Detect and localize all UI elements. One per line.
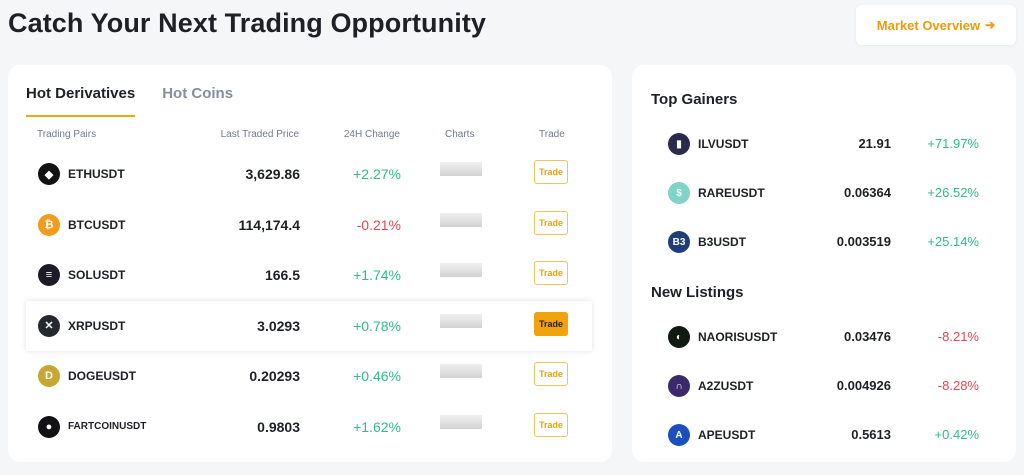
tab-hot-coins[interactable]: Hot Coins xyxy=(162,85,234,102)
change-24h: -8.28% xyxy=(937,378,979,393)
pair-name[interactable]: SOLUSDT xyxy=(68,268,126,282)
pair-name[interactable]: DOGEUSDT xyxy=(68,369,137,383)
listing-row[interactable]: ∩ A2ZUSDT 0.004926 -8.28% xyxy=(668,373,981,399)
a2z-icon: ∩ xyxy=(668,375,690,397)
gainer-row[interactable]: ▮ ILVUSDT 21.91 +71.97% xyxy=(668,131,981,157)
gainer-row[interactable]: B3 B3USDT 0.003519 +25.14% xyxy=(668,229,981,255)
change-24h: -0.21% xyxy=(356,216,401,233)
last-price: 3.0293 xyxy=(257,317,300,334)
illuvium-icon: ▮ xyxy=(668,133,690,155)
solana-icon: ≡ xyxy=(38,264,60,286)
pair-name: B3USDT xyxy=(698,235,747,249)
change-24h: +26.52% xyxy=(927,185,979,200)
dogecoin-icon: D xyxy=(38,365,60,387)
last-price: 0.20293 xyxy=(249,368,300,384)
listing-row[interactable]: A APEUSDT 0.5613 +0.42% xyxy=(668,422,981,448)
last-price: 0.06364 xyxy=(844,185,891,200)
market-overview-label: Market Overview xyxy=(876,17,981,33)
change-24h: +2.27% xyxy=(353,166,401,182)
apecoin-icon: A xyxy=(668,424,690,446)
last-price: 0.03476 xyxy=(844,329,891,344)
change-24h: -8.21% xyxy=(937,329,979,344)
col-trade: Trade xyxy=(539,129,565,140)
trade-button[interactable]: Trade xyxy=(534,362,568,386)
trade-button[interactable]: Trade xyxy=(534,210,568,235)
pair-name[interactable]: BTCUSDT xyxy=(68,217,126,232)
top-gainers-title: Top Gainers xyxy=(651,91,738,108)
pair-name: A2ZUSDT xyxy=(698,379,754,393)
ethereum-icon: ◆ xyxy=(38,163,60,185)
change-24h: +0.42% xyxy=(934,427,979,442)
change-24h: +0.78% xyxy=(353,317,401,334)
trade-button[interactable]: Trade xyxy=(534,160,568,184)
page-title: Catch Your Next Trading Opportunity xyxy=(8,8,487,38)
arrow-right-icon: ➔ xyxy=(985,18,996,32)
last-price: 0.9803 xyxy=(257,418,300,435)
pair-name: NAORISUSDT xyxy=(698,330,778,344)
market-row[interactable]: ₿ BTCUSDT 114,174.4 -0.21% Trade xyxy=(26,200,592,250)
tab-hot-derivatives[interactable]: Hot Derivatives xyxy=(26,85,136,117)
pair-name: RAREUSDT xyxy=(698,186,765,200)
last-price: 0.003519 xyxy=(836,234,891,249)
change-24h: +25.14% xyxy=(927,234,979,249)
listing-row[interactable]: ◐ NAORISUSDT 0.03476 -8.21% xyxy=(668,324,981,350)
rare-icon: $ xyxy=(668,182,690,204)
bitcoin-icon: ₿ xyxy=(38,213,60,236)
col-charts: Charts xyxy=(445,129,475,140)
trade-button[interactable]: Trade xyxy=(534,311,568,336)
sparkline-chart[interactable] xyxy=(440,162,482,176)
col-24h-change: 24H Change xyxy=(343,129,400,140)
col-trading-pairs: Trading Pairs xyxy=(37,129,97,140)
trade-button[interactable]: Trade xyxy=(534,261,568,285)
market-row[interactable]: ≡ SOLUSDT 166.5 +1.74% Trade xyxy=(26,250,592,300)
change-24h: +71.97% xyxy=(927,136,979,151)
sparkline-chart[interactable] xyxy=(440,263,482,277)
change-24h: +1.62% xyxy=(353,418,401,435)
change-24h: +1.74% xyxy=(353,267,401,283)
sparkline-chart[interactable] xyxy=(440,414,482,429)
sparkline-chart[interactable] xyxy=(440,313,482,328)
gainer-row[interactable]: $ RAREUSDT 0.06364 +26.52% xyxy=(668,180,981,206)
col-last-price: Last Traded Price xyxy=(220,129,299,140)
last-price: 0.004926 xyxy=(836,378,891,393)
market-overview-button[interactable]: Market Overview ➔ xyxy=(856,5,1016,45)
market-row[interactable]: ● FARTCOINUSDT 0.9803 +1.62% Trade xyxy=(26,402,592,452)
trade-button[interactable]: Trade xyxy=(534,412,568,437)
pair-name[interactable]: ETHUSDT xyxy=(68,167,125,181)
pair-name: ILVUSDT xyxy=(698,137,749,151)
xrp-icon: ✕ xyxy=(38,314,60,337)
markets-card: Hot Derivatives Hot Coins Trading Pairs … xyxy=(8,65,612,462)
fartcoin-icon: ● xyxy=(38,415,60,438)
last-price: 3,629.86 xyxy=(245,166,301,182)
market-row[interactable]: ✕ XRPUSDT 3.0293 +0.78% Trade xyxy=(26,300,592,351)
b3-icon: B3 xyxy=(668,231,690,253)
change-24h: +0.46% xyxy=(353,368,401,384)
markets-tabs: Hot Derivatives Hot Coins xyxy=(26,85,233,117)
movers-card: Top Gainers ▮ ILVUSDT 21.91 +71.97% $ RAREUSD… xyxy=(632,65,1016,462)
new-listings-title: New Listings xyxy=(651,284,744,301)
sparkline-chart[interactable] xyxy=(440,364,482,378)
pair-name[interactable]: FARTCOINUSDT xyxy=(68,420,147,432)
pair-name: APEUSDT xyxy=(698,428,756,442)
sparkline-chart[interactable] xyxy=(440,212,482,227)
naoris-icon: ◐ xyxy=(668,326,690,348)
pair-name[interactable]: XRPUSDT xyxy=(68,318,126,333)
market-row[interactable]: D DOGEUSDT 0.20293 +0.46% Trade xyxy=(26,351,592,401)
last-price: 0.5613 xyxy=(851,427,891,442)
last-price: 114,174.4 xyxy=(238,216,300,233)
last-price: 21.91 xyxy=(858,136,891,151)
market-row[interactable]: ◆ ETHUSDT 3,629.86 +2.27% Trade xyxy=(26,149,592,199)
last-price: 166.5 xyxy=(264,267,300,283)
